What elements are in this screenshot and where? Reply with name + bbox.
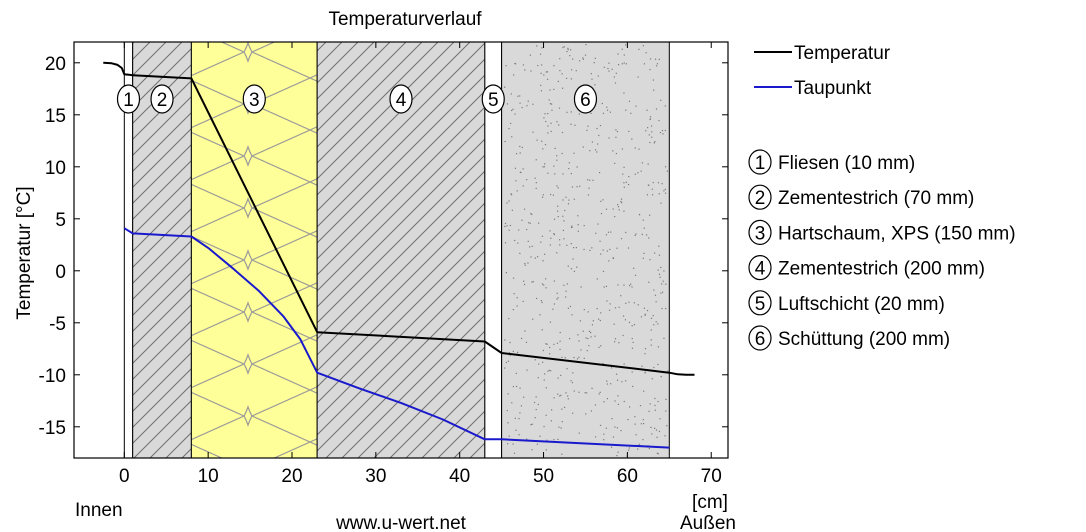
layer-marker-label: 1 bbox=[123, 90, 134, 111]
legend: Temperatur Taupunkt bbox=[754, 43, 891, 99]
layer-legend-number: 3 bbox=[755, 223, 766, 244]
y-tick-label: -15 bbox=[39, 418, 66, 439]
y-tick-label: 10 bbox=[45, 158, 66, 179]
layer-legend-number: 5 bbox=[755, 294, 766, 315]
layer-legend-item: 1 Fliesen (10 mm) bbox=[748, 149, 915, 175]
layer-legend-item: 3 Hartschaum, XPS (150 mm) bbox=[748, 219, 1016, 245]
layer-legend-number: 2 bbox=[755, 188, 766, 209]
x-axis-unit: [cm] bbox=[692, 492, 728, 513]
legend-label: Taupunkt bbox=[794, 78, 872, 99]
layer-legend-number: 4 bbox=[755, 259, 766, 280]
layer-legend-label: Fliesen (10 mm) bbox=[778, 153, 915, 174]
inside-label: Innen bbox=[75, 500, 123, 521]
y-axis-label: Temperatur [°C] bbox=[14, 186, 35, 319]
layer-marker-1: 1 bbox=[116, 84, 141, 114]
x-tick-label: 20 bbox=[281, 466, 302, 487]
layer-marker-label: 4 bbox=[396, 90, 407, 111]
outside-label: Außen bbox=[680, 513, 736, 532]
layer-marker-label: 6 bbox=[580, 90, 591, 111]
y-tick-label: 20 bbox=[45, 54, 66, 75]
layer-legend: 1 Fliesen (10 mm) 2 Zementestrich (70 mm) 3 H… bbox=[748, 149, 1016, 351]
layer-marker-label: 2 bbox=[157, 90, 168, 111]
layer-texture-6 bbox=[504, 44, 669, 457]
layer-legend-item: 5 Luftschicht (20 mm) bbox=[748, 290, 945, 316]
layer-marker-label: 5 bbox=[488, 90, 499, 111]
layer-marker-2: 2 bbox=[150, 84, 174, 114]
layer-marker-3: 3 bbox=[242, 84, 266, 114]
series-line-temperatur bbox=[103, 61, 695, 376]
x-tick-label: 50 bbox=[533, 466, 554, 487]
chart-title: Temperaturverlauf bbox=[328, 9, 482, 30]
layer-legend-label: Hartschaum, XPS (150 mm) bbox=[778, 223, 1016, 244]
layer-marker-label: 3 bbox=[249, 90, 260, 111]
series-line-taupunkt bbox=[123, 227, 670, 449]
layer-legend-item: 2 Zementestrich (70 mm) bbox=[748, 184, 974, 210]
legend-item: Temperatur bbox=[754, 43, 891, 64]
x-tick-label: 30 bbox=[365, 466, 386, 487]
x-tick-label: 40 bbox=[449, 466, 470, 487]
layer-legend-label: Zementestrich (70 mm) bbox=[778, 188, 974, 209]
y-tick-label: 5 bbox=[55, 210, 66, 231]
layer-legend-label: Luftschicht (20 mm) bbox=[778, 294, 945, 315]
layer-marker-4: 4 bbox=[389, 84, 413, 114]
layer-legend-number: 1 bbox=[755, 153, 766, 174]
x-tick-label: 60 bbox=[617, 466, 638, 487]
x-tick-label: 70 bbox=[701, 466, 722, 487]
plot-frame bbox=[73, 41, 729, 459]
legend-label: Temperatur bbox=[794, 43, 891, 64]
layer-legend-number: 6 bbox=[755, 329, 766, 350]
layer-legend-label: Zementestrich (200 mm) bbox=[778, 259, 985, 280]
source-label: www.u-wert.net bbox=[335, 513, 467, 532]
y-tick-label: -10 bbox=[39, 366, 66, 387]
x-tick-label: 0 bbox=[119, 466, 130, 487]
layer-marker-5: 5 bbox=[481, 84, 505, 114]
layer-legend-label: Schüttung (200 mm) bbox=[778, 329, 950, 350]
layer-marker-6: 6 bbox=[573, 84, 598, 114]
layer-legend-item: 4 Zementestrich (200 mm) bbox=[748, 255, 985, 281]
y-tick-label: -5 bbox=[49, 314, 66, 335]
y-tick-label: 0 bbox=[55, 262, 66, 283]
legend-item: Taupunkt bbox=[754, 78, 872, 99]
x-tick-label: 10 bbox=[198, 466, 219, 487]
y-tick-label: 15 bbox=[45, 106, 66, 127]
layer-legend-item: 6 Schüttung (200 mm) bbox=[748, 325, 950, 351]
